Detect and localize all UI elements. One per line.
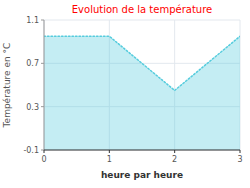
grid-line bbox=[44, 20, 45, 150]
grid bbox=[44, 20, 240, 150]
tick-label: 0 bbox=[41, 155, 46, 164]
tick bbox=[44, 150, 45, 153]
line bbox=[44, 36, 240, 90]
y-axis-label: Température en °C bbox=[2, 43, 12, 129]
title: Evolution de la température bbox=[72, 4, 212, 15]
tick-label: 1 bbox=[107, 155, 112, 164]
grid-line bbox=[44, 150, 240, 151]
tick bbox=[41, 63, 44, 64]
tick-label: 1.1 bbox=[26, 16, 39, 25]
tick-label: -0.1 bbox=[23, 146, 39, 155]
tick-label: 2 bbox=[172, 155, 177, 164]
tick bbox=[41, 20, 44, 21]
chart: -0.1 0.3 0.7 1.1 0 1 2 3 Evolution de la tempéra… bbox=[0, 0, 250, 188]
tick bbox=[240, 150, 241, 153]
grid-line bbox=[44, 20, 240, 21]
y-axis bbox=[44, 20, 45, 150]
tick bbox=[41, 106, 44, 107]
tick-label: 0.7 bbox=[26, 59, 39, 68]
tick bbox=[174, 150, 175, 153]
tick bbox=[109, 150, 110, 153]
area bbox=[44, 36, 240, 150]
plot-area bbox=[44, 36, 240, 150]
x-axis bbox=[44, 150, 240, 151]
tick-label: 0.3 bbox=[26, 103, 39, 112]
tick-label: 3 bbox=[237, 155, 242, 164]
x-axis-label: heure par heure bbox=[101, 170, 183, 180]
chart-container: -0.1 0.3 0.7 1.1 0 1 2 3 Evolution de la tempéra… bbox=[0, 0, 250, 188]
